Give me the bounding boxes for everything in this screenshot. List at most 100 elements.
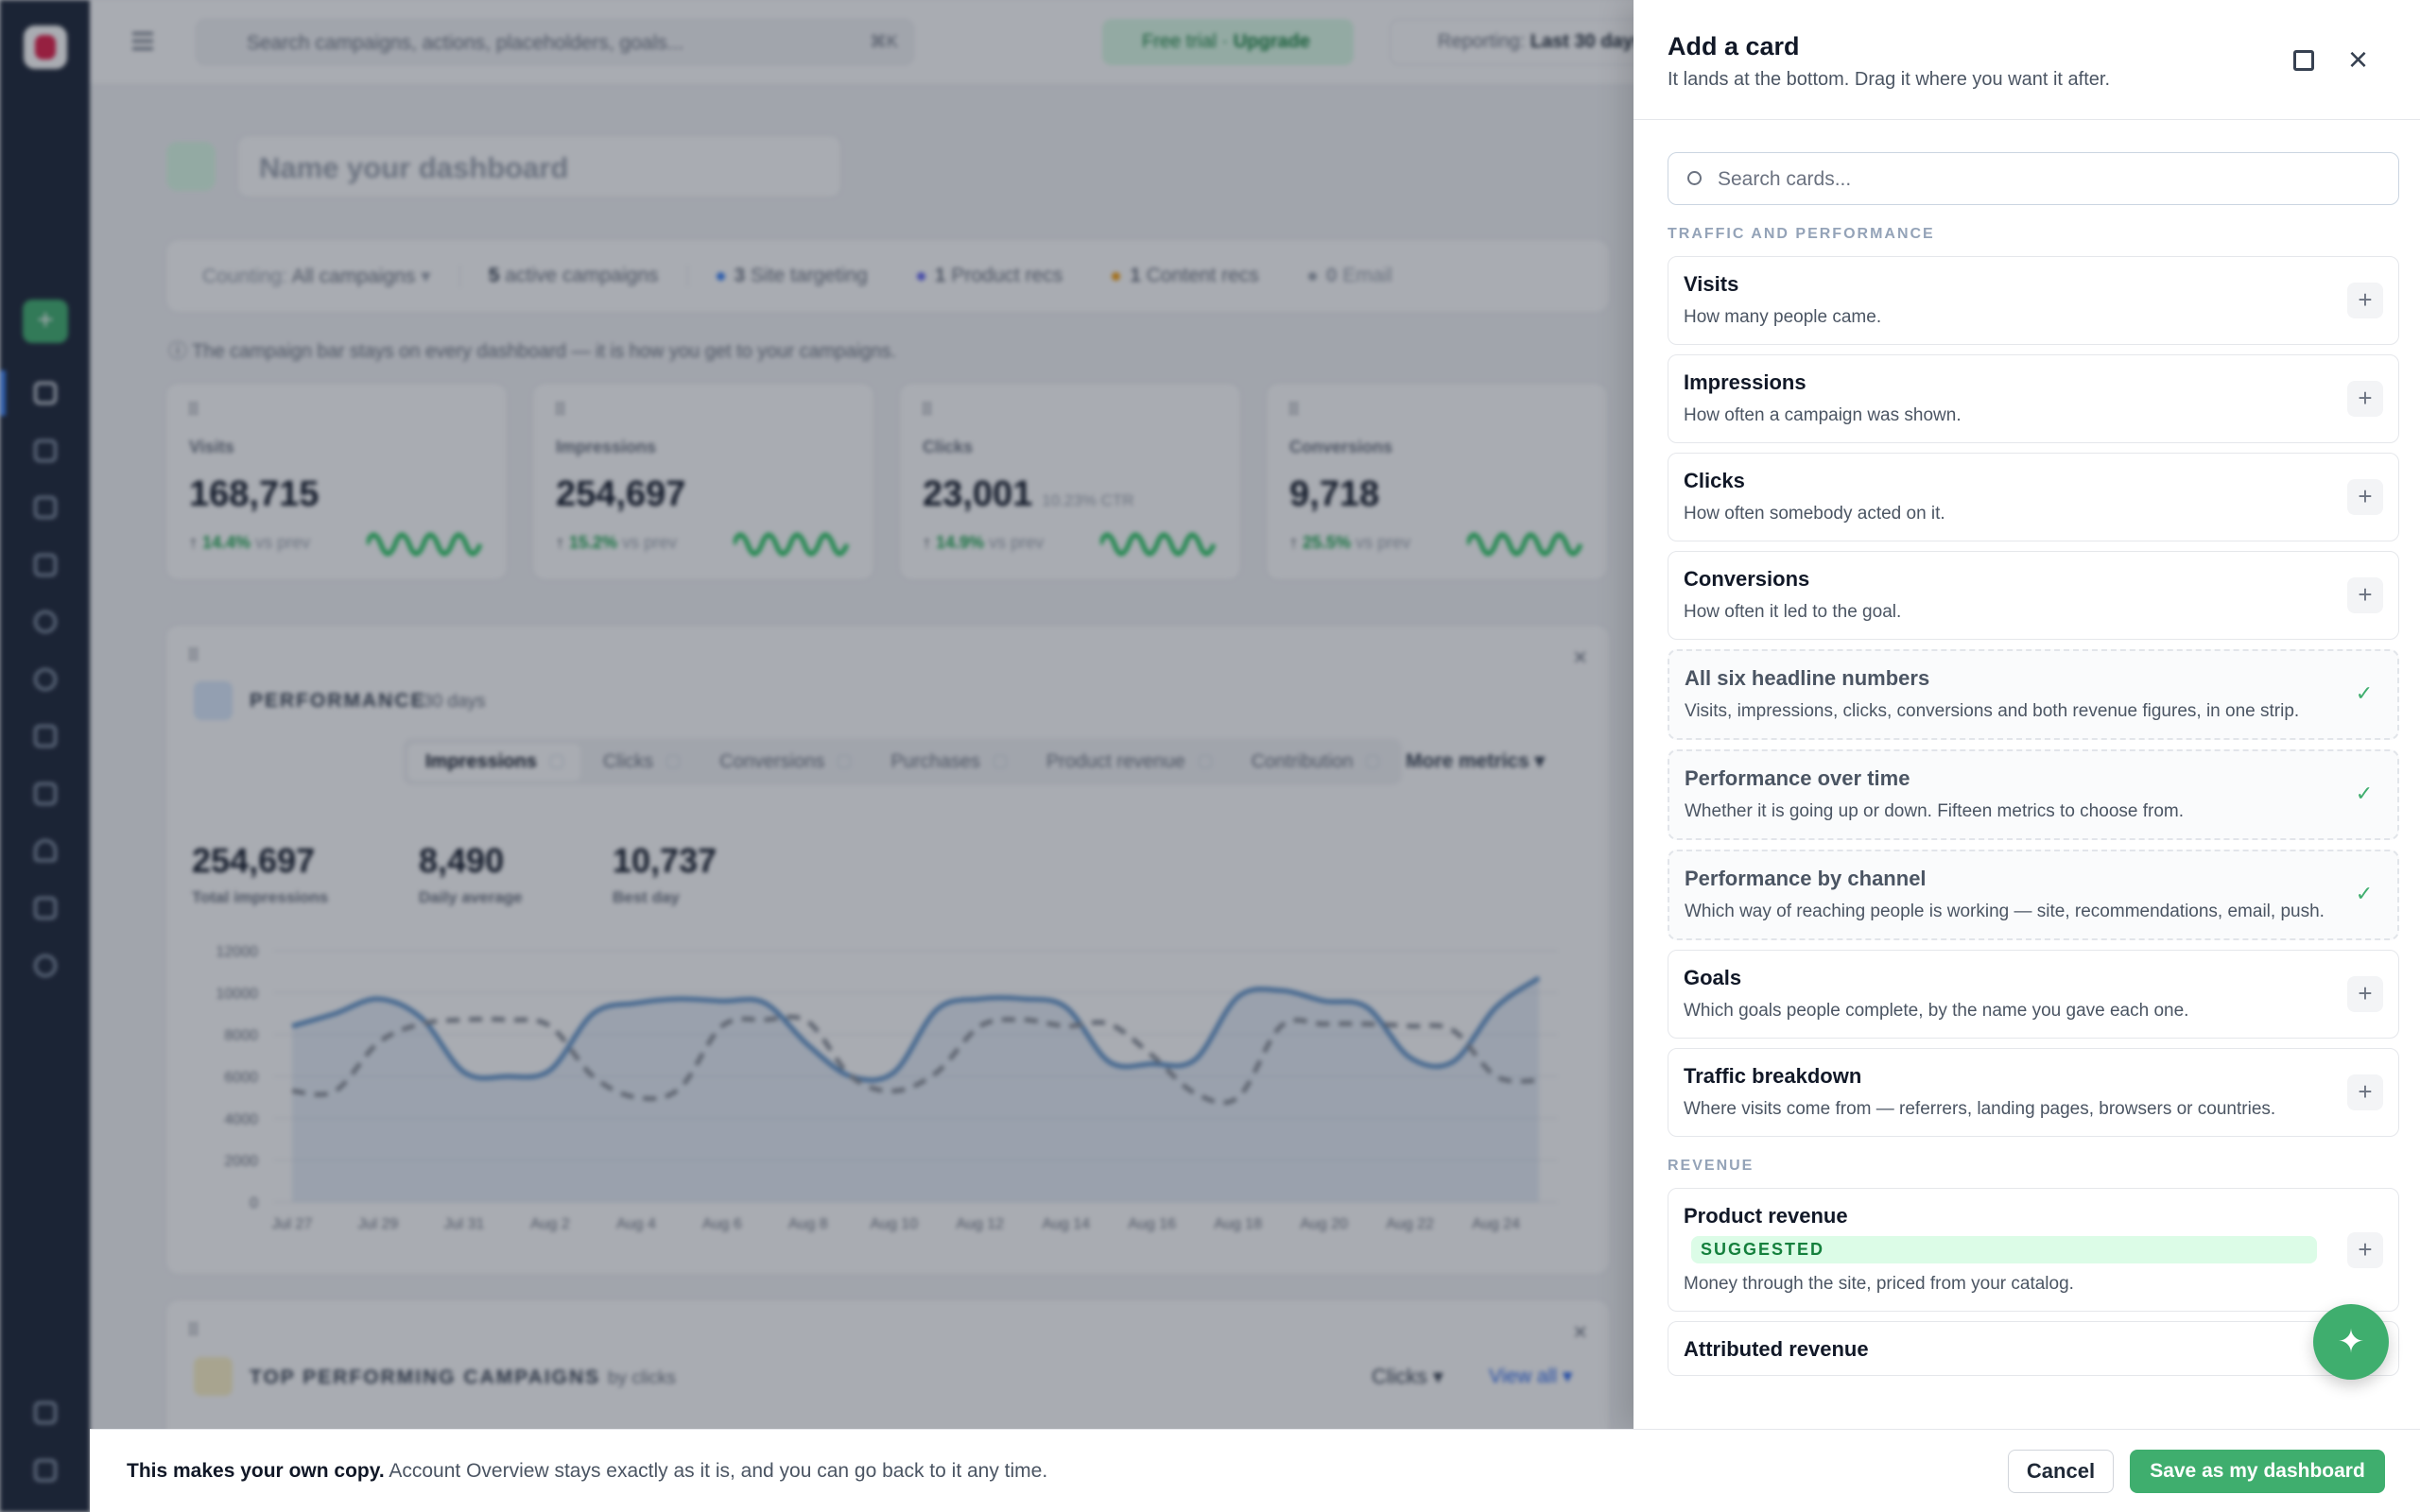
campaign-bar: Counting: All campaigns ▾ 5 active campai… bbox=[165, 239, 1610, 313]
nav-icon[interactable] bbox=[34, 668, 57, 691]
modal-overlay[interactable] bbox=[0, 0, 1634, 1512]
campaign-bar-note: ⓘ The campaign bar stays on every dashbo… bbox=[168, 341, 897, 362]
x-tick-label: Aug 10 bbox=[870, 1216, 918, 1232]
card-title: Performance by channel bbox=[1685, 867, 1927, 890]
drag-handle[interactable]: ⠿ bbox=[187, 401, 200, 420]
drag-handle[interactable]: ⠿ bbox=[187, 1321, 200, 1340]
metric-tab[interactable]: Clicks bbox=[586, 744, 697, 781]
drag-handle[interactable]: ⠿ bbox=[1288, 401, 1301, 420]
stat-label: Total impressions bbox=[192, 888, 329, 906]
card-option[interactable]: Traffic breakdown Where visits come from … bbox=[1668, 1048, 2399, 1137]
nav-icon[interactable] bbox=[34, 1401, 57, 1424]
dashboard-name-input[interactable]: Name your dashboard bbox=[237, 135, 841, 198]
search-box[interactable]: Search campaigns, actions, placeholders,… bbox=[196, 19, 914, 65]
nav-icon[interactable] bbox=[34, 554, 57, 576]
added-check[interactable]: ✓ bbox=[2355, 882, 2374, 905]
assistant-button[interactable]: ✦ bbox=[2313, 1304, 2389, 1380]
add-button[interactable]: + bbox=[2347, 1231, 2383, 1268]
counting-label: Counting: bbox=[202, 265, 287, 287]
counting[interactable]: Counting: All campaigns ▾ bbox=[202, 264, 460, 288]
kpi-value-row: 168,715 bbox=[189, 474, 319, 515]
nav-icon[interactable] bbox=[34, 839, 57, 862]
card-option[interactable]: Impressions How often a campaign was show… bbox=[1668, 354, 2399, 443]
add-button[interactable]: + bbox=[2347, 479, 2383, 515]
added-check[interactable]: ✓ bbox=[2355, 782, 2374, 805]
nav-icon[interactable] bbox=[34, 610, 57, 633]
new-button[interactable]: + bbox=[23, 300, 68, 343]
stat-value: 254,697 bbox=[192, 841, 316, 880]
kpi-vs: vs prev bbox=[622, 533, 678, 552]
view-all[interactable]: View all ▾ bbox=[1489, 1366, 1573, 1387]
footer-text: Account Overview stays exactly as it is,… bbox=[389, 1460, 1048, 1482]
campaign-chip[interactable]: 1 Content recs bbox=[1091, 265, 1280, 287]
kpi-label: Impressions bbox=[556, 438, 657, 456]
card-description: Whether it is going up or down. Fifteen … bbox=[1685, 801, 2185, 821]
trial-chip[interactable]: Free trial · Upgrade bbox=[1102, 19, 1354, 65]
add-button[interactable]: + bbox=[2347, 1074, 2383, 1110]
kpi-value-row: 254,697 bbox=[556, 474, 685, 515]
close-button[interactable]: × bbox=[2348, 40, 2369, 78]
card-option[interactable]: Goals Which goals people complete, by the… bbox=[1668, 950, 2399, 1039]
metric-tab[interactable]: Impressions bbox=[408, 743, 580, 781]
metric-tab[interactable]: Purchases bbox=[873, 744, 1024, 781]
performance-card: ⠿ × PERFORMANCE 30 days Impressions Click… bbox=[165, 625, 1610, 1275]
active-indicator bbox=[0, 370, 6, 416]
tab-label: Contribution bbox=[1251, 750, 1354, 772]
remove-card[interactable]: × bbox=[1573, 1317, 1588, 1346]
panel-title: Add a card bbox=[1668, 32, 1800, 60]
sidebar: + bbox=[0, 0, 90, 1512]
metric-select[interactable]: Clicks ▾ bbox=[1372, 1365, 1443, 1388]
card-option[interactable]: Performance over time Whether it is going… bbox=[1668, 749, 2399, 840]
upgrade[interactable]: Upgrade bbox=[1233, 31, 1310, 52]
card-option[interactable]: Clicks How often somebody acted on it. + bbox=[1668, 453, 2399, 541]
metric-tab[interactable]: Product revenue bbox=[1029, 744, 1229, 781]
y-tick-label: 0 bbox=[250, 1195, 258, 1211]
nav-home[interactable] bbox=[34, 382, 57, 404]
save-button[interactable]: Save as my dashboard bbox=[2130, 1450, 2385, 1493]
card-option[interactable]: Performance by channel Which way of reach… bbox=[1668, 850, 2399, 940]
x-tick-label: Aug 18 bbox=[1214, 1216, 1262, 1232]
campaign-chip[interactable]: 1 Product recs bbox=[896, 265, 1083, 287]
drag-handle[interactable]: ⠿ bbox=[187, 646, 200, 665]
cancel-button[interactable]: Cancel bbox=[2008, 1450, 2114, 1493]
drag-handle[interactable]: ⠿ bbox=[921, 401, 934, 420]
y-tick-label: 4000 bbox=[224, 1111, 258, 1127]
save-label: Save as my dashboard bbox=[2150, 1460, 2365, 1482]
nav-icon[interactable] bbox=[34, 439, 57, 462]
added-check[interactable]: ✓ bbox=[2355, 681, 2374, 705]
expand-button[interactable] bbox=[2293, 50, 2314, 71]
add-button[interactable]: + bbox=[2347, 976, 2383, 1012]
remove-card[interactable]: × bbox=[1573, 643, 1588, 671]
campaign-chip[interactable]: 3 Site targeting bbox=[696, 265, 889, 287]
card-option[interactable]: Conversions How often it led to the goal.… bbox=[1668, 551, 2399, 640]
campaign-chip[interactable]: 0 Email bbox=[1288, 265, 1413, 287]
add-button[interactable]: + bbox=[2347, 577, 2383, 613]
metric-tab[interactable]: Contribution bbox=[1235, 744, 1397, 781]
kpi-value: 9,718 bbox=[1289, 474, 1380, 514]
nav-icon[interactable] bbox=[34, 782, 57, 805]
add-button[interactable]: + bbox=[2347, 381, 2383, 417]
nav-icon[interactable] bbox=[34, 725, 57, 747]
menu-icon[interactable] bbox=[132, 32, 153, 35]
drag-handle[interactable]: ⠿ bbox=[554, 401, 567, 420]
metric-tab[interactable]: Conversions bbox=[702, 744, 868, 781]
chip-dot bbox=[1307, 271, 1317, 281]
panel-header: Add a card It lands at the bottom. Drag … bbox=[1634, 0, 2420, 120]
sparkline bbox=[1467, 532, 1583, 557]
card-search[interactable]: Search cards... bbox=[1668, 152, 2399, 205]
reporting-range[interactable]: Reporting: Last 30 days bbox=[1390, 19, 1787, 65]
chip-count: 1 bbox=[1130, 265, 1141, 286]
card-option[interactable]: Attributed revenue+ bbox=[1668, 1321, 2399, 1376]
kpi-label: Visits bbox=[189, 438, 234, 456]
add-button[interactable]: + bbox=[2347, 283, 2383, 318]
nav-icon[interactable] bbox=[34, 954, 57, 977]
card-option[interactable]: All six headline numbers Visits, impressi… bbox=[1668, 649, 2399, 740]
footer-bold: This makes your own copy. bbox=[127, 1460, 385, 1482]
more-metrics[interactable]: More metrics ▾ bbox=[1406, 750, 1546, 772]
nav-icon[interactable] bbox=[34, 1459, 57, 1482]
nav-icon[interactable] bbox=[34, 897, 57, 919]
x-tick-label: Jul 27 bbox=[272, 1216, 313, 1232]
card-option[interactable]: Product revenue SUGGESTED Money through th… bbox=[1668, 1188, 2399, 1312]
card-option[interactable]: Visits How many people came. + bbox=[1668, 256, 2399, 345]
nav-icon[interactable] bbox=[34, 496, 57, 519]
